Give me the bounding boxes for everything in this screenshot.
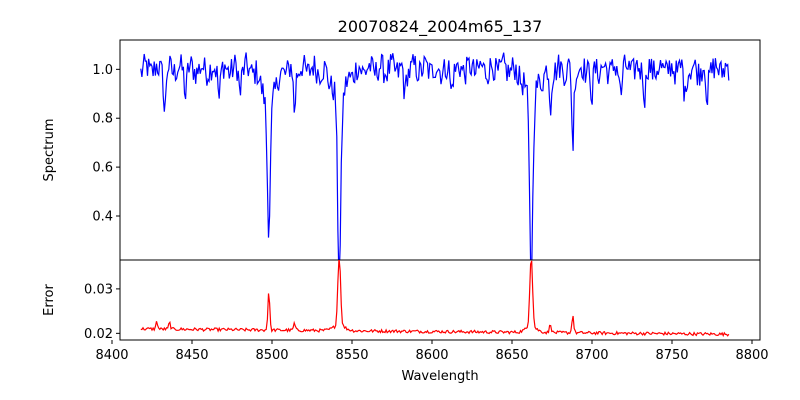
x-tick-label: 8650	[495, 348, 528, 363]
x-axis-label: Wavelength	[401, 369, 478, 384]
spectrum-y-tick-label: 0.8	[92, 112, 113, 127]
spectrum-series-line	[140, 52, 730, 260]
spectrum-y-ticks: 0.4 0.6 0.8 1.0	[92, 63, 120, 225]
spectrum-y-tick-label: 0.4	[92, 210, 113, 225]
x-tick-label: 8400	[95, 348, 128, 363]
error-panel: 0.02 0.03 8400 8450 8500 8550 8600 8650 8700 875…	[42, 259, 769, 384]
x-tick-label: 8750	[655, 348, 688, 363]
error-axes-frame	[119, 259, 761, 341]
chart-title: 20070824_2004m65_137	[338, 17, 543, 37]
error-y-ticks: 0.02 0.03	[84, 282, 120, 342]
error-x-ticks: 8400 8450 8500 8550 8600 8650 8700 8750 8800	[95, 340, 769, 363]
error-series-line	[140, 260, 730, 338]
x-tick-label: 8700	[575, 348, 608, 363]
error-y-tick-label: 0.02	[84, 327, 113, 342]
x-tick-label: 8600	[415, 348, 448, 363]
spectrum-y-tick-label: 0.6	[92, 161, 113, 176]
spectrum-y-tick-label: 1.0	[92, 63, 113, 78]
x-tick-label: 8500	[255, 348, 288, 363]
error-y-axis-label: Error	[42, 284, 57, 316]
spectrum-panel: 0.4 0.6 0.8 1.0 Spectrum	[42, 39, 761, 261]
x-tick-label: 8550	[335, 348, 368, 363]
error-y-tick-label: 0.03	[84, 282, 113, 297]
spectrum-y-axis-label: Spectrum	[42, 119, 57, 182]
x-tick-label: 8450	[175, 348, 208, 363]
x-tick-label: 8800	[735, 348, 768, 363]
